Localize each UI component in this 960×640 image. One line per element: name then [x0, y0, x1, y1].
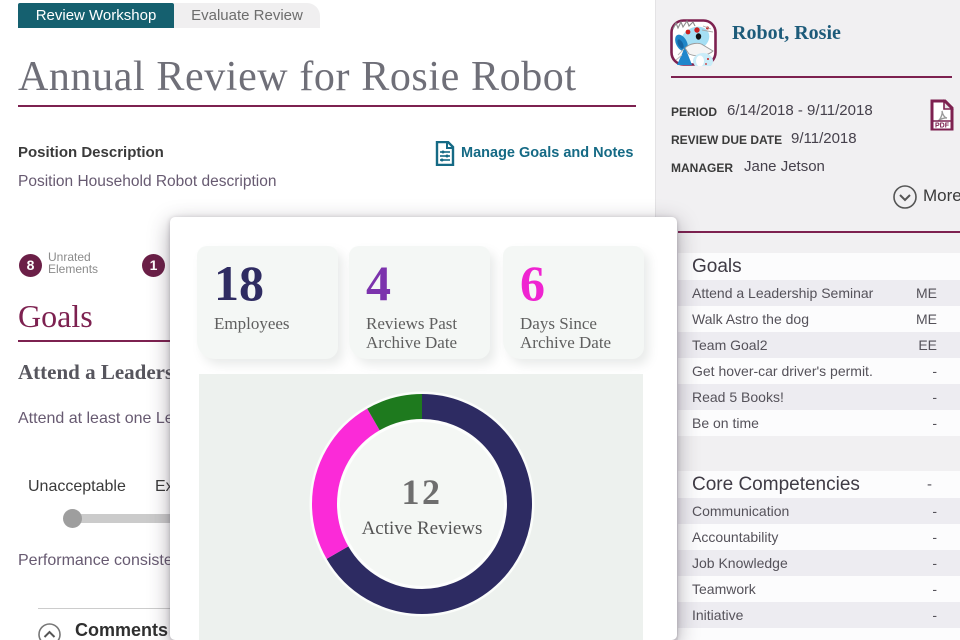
svg-text:12: 12 — [402, 472, 443, 512]
svg-text:Active Reviews: Active Reviews — [362, 518, 483, 539]
svg-text:PDF: PDF — [935, 123, 950, 130]
